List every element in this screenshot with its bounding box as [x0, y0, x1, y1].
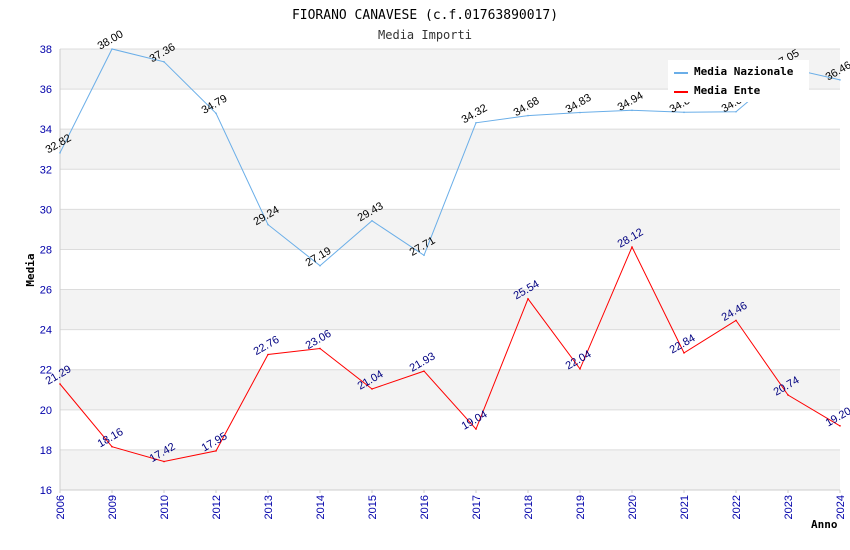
chart-title: FIORANO CANAVESE (c.f.01763890017) [292, 8, 558, 23]
y-tick-label: 26 [40, 285, 52, 297]
grid-band [60, 369, 840, 410]
y-tick-label: 30 [40, 204, 52, 216]
grid-band [60, 129, 840, 170]
legend-label-nazionale: Media Nazionale [694, 65, 794, 78]
point-media-nazionale [59, 152, 61, 154]
grid-band [60, 449, 840, 490]
point-media-nazionale [735, 110, 737, 113]
data-label-media-ente: 22.04 [564, 348, 594, 372]
data-label-media-ente: 22.76 [252, 334, 282, 358]
point-media-ente [267, 353, 269, 356]
point-media-nazionale [267, 223, 269, 226]
point-media-nazionale [631, 109, 633, 112]
point-media-ente [787, 394, 789, 396]
x-axis-label: Anno [811, 518, 838, 531]
data-label-media-ente: 18.16 [96, 426, 126, 450]
y-axis-label: Media [24, 253, 37, 286]
grid-band [60, 209, 840, 250]
y-tick-label: 18 [40, 445, 52, 457]
y-tick-label: 22 [40, 365, 52, 377]
y-tick-label: 38 [40, 44, 52, 56]
y-tick-label: 24 [40, 325, 52, 337]
series [59, 48, 841, 463]
point-media-ente [475, 428, 477, 430]
x-tick-label: 2021 [679, 495, 691, 519]
point-media-ente [319, 347, 321, 350]
y-tick-label: 28 [40, 244, 52, 256]
point-media-ente [59, 383, 61, 385]
x-tick-label: 2014 [315, 495, 327, 519]
point-media-ente [527, 297, 529, 300]
x-tick-label: 2024 [835, 495, 847, 519]
data-label-media-ente: 19.04 [460, 408, 490, 432]
x-tick-label: 2015 [367, 495, 379, 519]
point-media-ente [735, 319, 737, 322]
legend-label-ente: Media Ente [694, 84, 761, 97]
chart-subtitle: Media Importi [378, 28, 472, 42]
x-tick-label: 2023 [783, 495, 795, 519]
x-tick-label: 2019 [575, 495, 587, 519]
legend: Media Nazionale Media Ente [668, 60, 809, 102]
point-media-ente [839, 425, 841, 427]
point-media-nazionale [163, 61, 165, 63]
x-tick-label: 2016 [419, 495, 431, 519]
point-media-nazionale [215, 112, 217, 115]
point-media-ente [163, 460, 165, 463]
y-tick-label: 34 [40, 124, 52, 136]
data-label-media-nazionale: 34.32 [460, 102, 490, 126]
x-tick-label: 2010 [159, 495, 171, 519]
series-line-media-ente [59, 245, 841, 463]
y-tick-label: 36 [40, 84, 52, 96]
point-media-nazionale [527, 114, 529, 117]
point-media-ente [371, 388, 373, 390]
x-tick-label: 2012 [211, 495, 223, 519]
point-media-ente [423, 370, 425, 372]
point-media-nazionale [319, 264, 321, 267]
point-media-nazionale [423, 254, 425, 257]
x-tick-label: 2009 [107, 495, 119, 519]
x-tick-label: 2017 [471, 495, 483, 519]
data-label-media-ente: 22.84 [668, 332, 698, 356]
x-tick-label: 2018 [523, 495, 535, 519]
point-media-nazionale [579, 111, 581, 114]
point-media-nazionale [475, 121, 477, 124]
grid [60, 48, 840, 491]
x-tick-label: 2006 [55, 495, 67, 519]
legend-box [668, 60, 809, 102]
point-media-nazionale [111, 48, 113, 50]
point-media-ente [579, 368, 581, 370]
point-media-ente [215, 450, 217, 452]
point-media-nazionale [371, 219, 373, 222]
x-tick-label: 2020 [627, 495, 639, 519]
x-tick-label: 2022 [731, 495, 743, 519]
y-tick-label: 32 [40, 164, 52, 176]
point-media-ente [631, 246, 633, 248]
point-media-nazionale [839, 79, 841, 81]
x-tick-label: 2013 [263, 495, 275, 519]
y-tick-label: 20 [40, 405, 52, 417]
grid-band [60, 289, 840, 330]
data-label-media-nazionale: 34.79 [200, 93, 230, 117]
y-tick-label: 16 [40, 485, 52, 497]
point-media-ente [111, 445, 113, 448]
point-media-nazionale [683, 111, 685, 114]
series-line-media-nazionale [59, 48, 841, 267]
point-media-ente [683, 352, 685, 354]
